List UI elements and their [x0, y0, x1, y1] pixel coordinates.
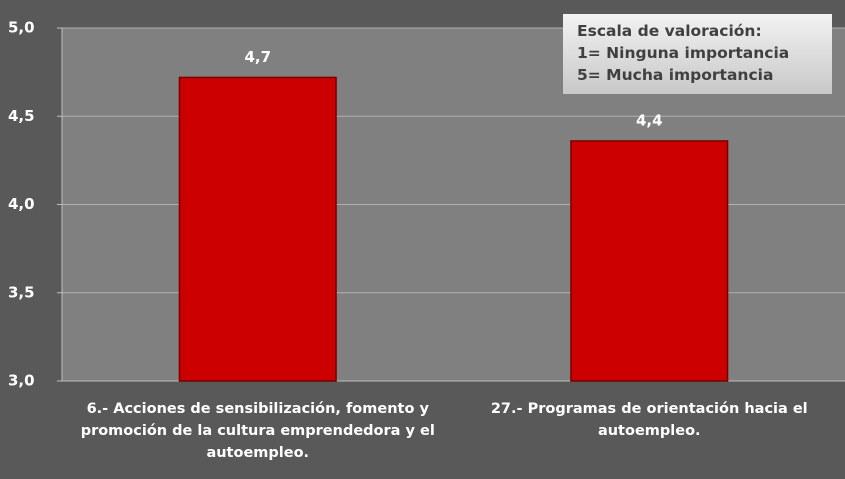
y-tick-label: 4,0 — [8, 195, 35, 213]
y-tick-label: 3,0 — [8, 372, 35, 390]
x-tick-label: 27.- Programas de orientación hacia el a… — [490, 401, 808, 439]
bar — [178, 76, 337, 382]
y-tick-label: 5,0 — [8, 19, 35, 37]
y-tick-label: 3,5 — [8, 283, 35, 301]
annotation-line: Escala de valoración: — [577, 22, 762, 40]
data-label: 4,4 — [636, 111, 663, 129]
x-tick-label: 6.- Acciones de sensibilización, fomento… — [80, 401, 435, 461]
annotation-line: 5= Mucha importancia — [577, 66, 774, 84]
annotation-box: Escala de valoración: 1= Ninguna importan… — [563, 14, 832, 94]
bar — [570, 140, 729, 382]
data-label: 4,7 — [244, 48, 271, 66]
y-tick-label: 4,5 — [8, 107, 35, 125]
annotation-line: 1= Ninguna importancia — [577, 44, 790, 62]
